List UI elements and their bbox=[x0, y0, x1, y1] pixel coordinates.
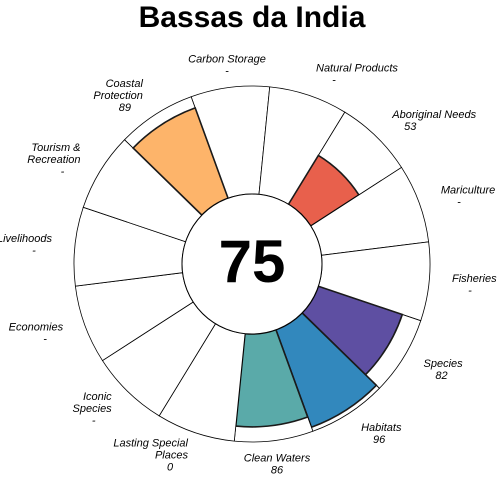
petal-label-line: Natural Products bbox=[316, 63, 398, 75]
petal-label-fisheries: Fisheries - bbox=[452, 273, 497, 297]
petal-label-line: Species bbox=[73, 403, 113, 415]
petal-value-mariculture: - bbox=[457, 196, 461, 208]
petal-label-line: Iconic bbox=[83, 391, 112, 403]
petal-value-tourism-recreation: - bbox=[61, 166, 65, 178]
petal-label-line: Places bbox=[155, 450, 189, 462]
petal-label-economies: Economies - bbox=[9, 322, 64, 346]
petal-value-carbon-storage: - bbox=[225, 66, 229, 78]
petal-label-line: Clean Waters bbox=[244, 452, 311, 464]
petal-value-natural-products: - bbox=[332, 75, 336, 87]
petal-value-livelihoods: - bbox=[32, 245, 36, 257]
petal-label-line: Species bbox=[424, 358, 464, 370]
center-circle bbox=[181, 193, 323, 335]
petal-value-fisheries: - bbox=[468, 285, 472, 297]
petal-labels-group: Carbon Storage - Natural Products -Aborigin… bbox=[0, 54, 497, 477]
petal-label-line: Carbon Storage bbox=[188, 54, 266, 66]
petal-value-clean-waters: 86 bbox=[271, 464, 284, 476]
petal-label-line: Recreation bbox=[27, 154, 80, 166]
petal-label-livelihoods: Livelihoods - bbox=[0, 233, 52, 257]
petal-label-species: Species 82 bbox=[424, 358, 464, 382]
petals-group bbox=[73, 85, 431, 443]
petal-label-lasting-special-places: Lasting Special Places 0 bbox=[113, 438, 188, 474]
petal-value-species: 82 bbox=[435, 370, 447, 382]
petal-label-line: Livelihoods bbox=[0, 233, 52, 245]
petal-label-tourism-recreation: Tourism & Recreation - bbox=[27, 142, 80, 178]
petal-value-aboriginal-needs: 53 bbox=[404, 121, 417, 133]
petal-label-carbon-storage: Carbon Storage - bbox=[188, 54, 266, 78]
petal-value-iconic-species: - bbox=[92, 415, 96, 427]
petal-label-coastal-protection: Coastal Protection 89 bbox=[93, 78, 143, 114]
petal-label-clean-waters: Clean Waters 86 bbox=[244, 452, 311, 476]
petal-value-coastal-protection: 89 bbox=[119, 102, 131, 114]
center-score: 75 bbox=[219, 228, 286, 295]
petal-label-line: Coastal bbox=[106, 78, 144, 90]
petal-label-line: Lasting Special bbox=[113, 438, 188, 450]
petal-value-habitats: 96 bbox=[373, 434, 386, 446]
petal-label-line: Habitats bbox=[361, 422, 402, 434]
petal-label-habitats: Habitats 96 bbox=[361, 422, 402, 446]
petal-value-economies: - bbox=[43, 334, 47, 346]
petal-label-line: Economies bbox=[9, 322, 64, 334]
petal-label-line: Mariculture bbox=[441, 184, 495, 196]
chart-title: Bassas da India bbox=[139, 1, 366, 34]
petal-label-line: Aboriginal Needs bbox=[391, 109, 476, 121]
petal-label-mariculture: Mariculture - bbox=[441, 184, 495, 208]
petal-label-line: Protection bbox=[93, 90, 143, 102]
petal-label-iconic-species: Iconic Species - bbox=[73, 391, 113, 427]
petal-label-line: Tourism & bbox=[31, 142, 80, 154]
petal-value-lasting-special-places: 0 bbox=[167, 462, 174, 474]
petal-label-aboriginal-needs: Aboriginal Needs 53 bbox=[391, 109, 476, 133]
petal-label-natural-products: Natural Products - bbox=[316, 63, 398, 87]
petal-label-line: Fisheries bbox=[452, 273, 497, 285]
